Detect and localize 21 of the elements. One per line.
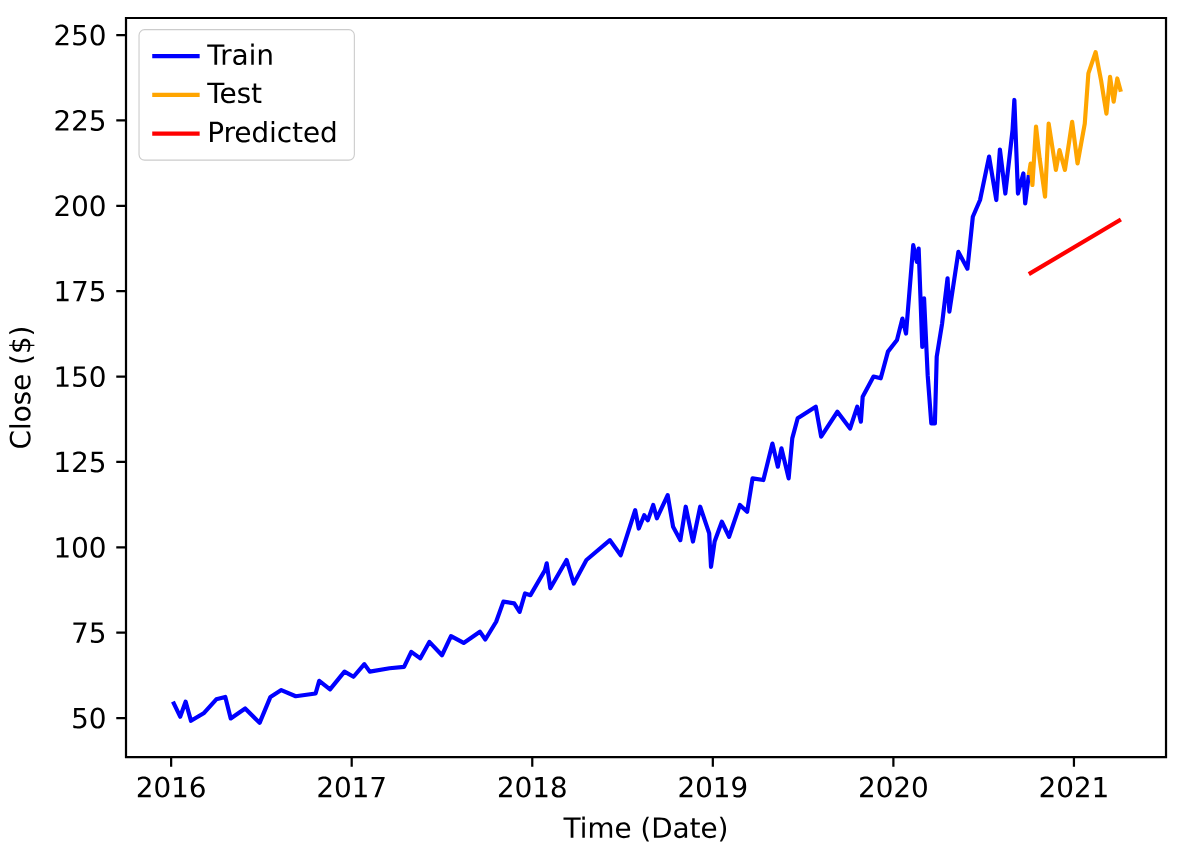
x-tick-label: 2017 xyxy=(318,776,385,798)
x-tick-label: 2016 xyxy=(137,776,205,798)
x-tick-label: 2021 xyxy=(1040,776,1107,798)
y-tick-label: 125 xyxy=(56,451,105,473)
line-series xyxy=(1026,50,1123,199)
x-tick-label: 2020 xyxy=(860,776,927,798)
legend-label: Test xyxy=(207,82,262,104)
x-axis-title: Time (Date) xyxy=(563,816,727,842)
x-tick-label: 2018 xyxy=(498,776,566,798)
y-tick-label: 150 xyxy=(56,366,105,388)
y-axis-title: Close ($) xyxy=(9,328,35,448)
y-tick-label: 175 xyxy=(56,280,105,302)
y-tick-label: 75 xyxy=(73,622,105,644)
y-tick-label: 100 xyxy=(56,536,105,558)
y-tick-label: 225 xyxy=(55,109,105,131)
y-tick-label: 250 xyxy=(55,24,105,46)
y-tick-label: 200 xyxy=(55,195,105,217)
legend-label: Predicted xyxy=(210,120,336,143)
y-tick-label: 50 xyxy=(73,707,105,729)
legend-label: Train xyxy=(207,43,272,66)
x-tick-label: 2019 xyxy=(679,776,747,798)
